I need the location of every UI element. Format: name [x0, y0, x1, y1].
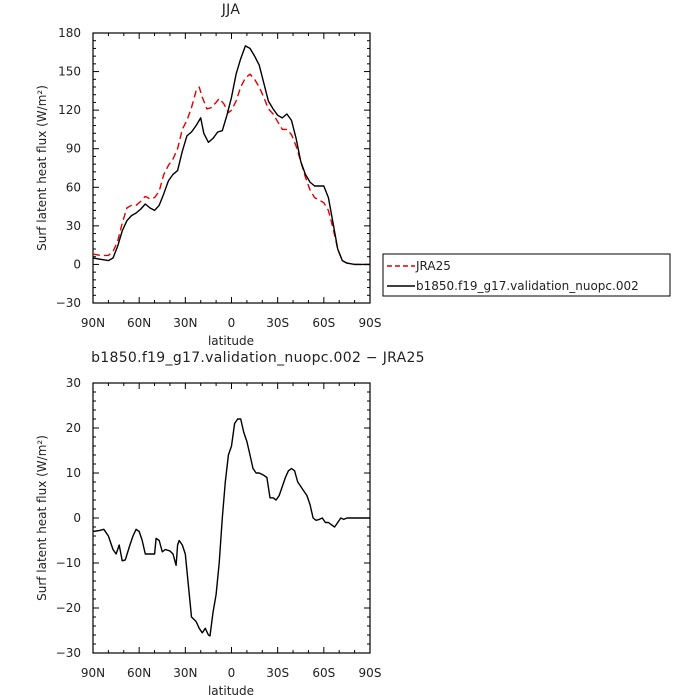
x-tick-label: 30N	[173, 316, 197, 330]
y-tick-label: −30	[56, 296, 81, 310]
legend-label: b1850.f19_g17.validation_nuopc.002	[416, 279, 639, 293]
y-tick-label: 90	[66, 142, 81, 156]
series-line-b1850-f19-g17-validation-nuopc-002	[92, 45, 370, 266]
y-axis-label: Surf latent heat flux (W/m²)	[35, 85, 49, 251]
plot-frame	[92, 32, 371, 304]
y-tick-label: −10	[56, 556, 81, 570]
x-tick-label: 60S	[312, 316, 335, 330]
x-tick-label: 60N	[127, 316, 151, 330]
x-tick-label: 30N	[173, 666, 197, 680]
legend-label: JRA25	[415, 259, 451, 273]
chart-title: b1850.f19_g17.validation_nuopc.002 − JRA…	[91, 350, 425, 366]
x-tick-label: 30S	[266, 666, 289, 680]
x-tick-label: 90N	[81, 316, 105, 330]
y-tick-label: 0	[73, 257, 81, 271]
x-tick-label: 60N	[127, 666, 151, 680]
x-tick-label: 0	[228, 666, 236, 680]
x-tick-label: 0	[228, 316, 236, 330]
y-tick-label: 180	[58, 26, 81, 40]
x-tick-label: 60S	[312, 666, 335, 680]
x-axis-label: latitude	[208, 684, 254, 698]
y-tick-label: 30	[66, 376, 81, 390]
y-tick-label: 0	[73, 511, 81, 525]
legend-box	[382, 253, 671, 297]
chart-title: JJA	[221, 2, 241, 18]
y-tick-label: 30	[66, 219, 81, 233]
x-tick-label: 90N	[81, 666, 105, 680]
y-tick-label: 10	[66, 466, 81, 480]
chart-panel-0	[92, 32, 671, 304]
x-tick-label: 90S	[359, 666, 382, 680]
y-tick-label: 150	[58, 65, 81, 79]
y-tick-label: 60	[66, 180, 81, 194]
y-tick-label: 120	[58, 103, 81, 117]
plot-frame	[92, 382, 371, 654]
y-tick-label: −30	[56, 646, 81, 660]
y-tick-label: −20	[56, 601, 81, 615]
series-line-difference	[92, 418, 370, 637]
y-tick-label: 20	[66, 421, 81, 435]
x-axis-label: latitude	[208, 334, 254, 348]
x-tick-label: 30S	[266, 316, 289, 330]
x-tick-label: 90S	[359, 316, 382, 330]
y-axis-label: Surf latent heat flux (W/m²)	[35, 435, 49, 601]
chart-panel-1	[92, 382, 371, 654]
series-line-jra25	[92, 73, 370, 266]
